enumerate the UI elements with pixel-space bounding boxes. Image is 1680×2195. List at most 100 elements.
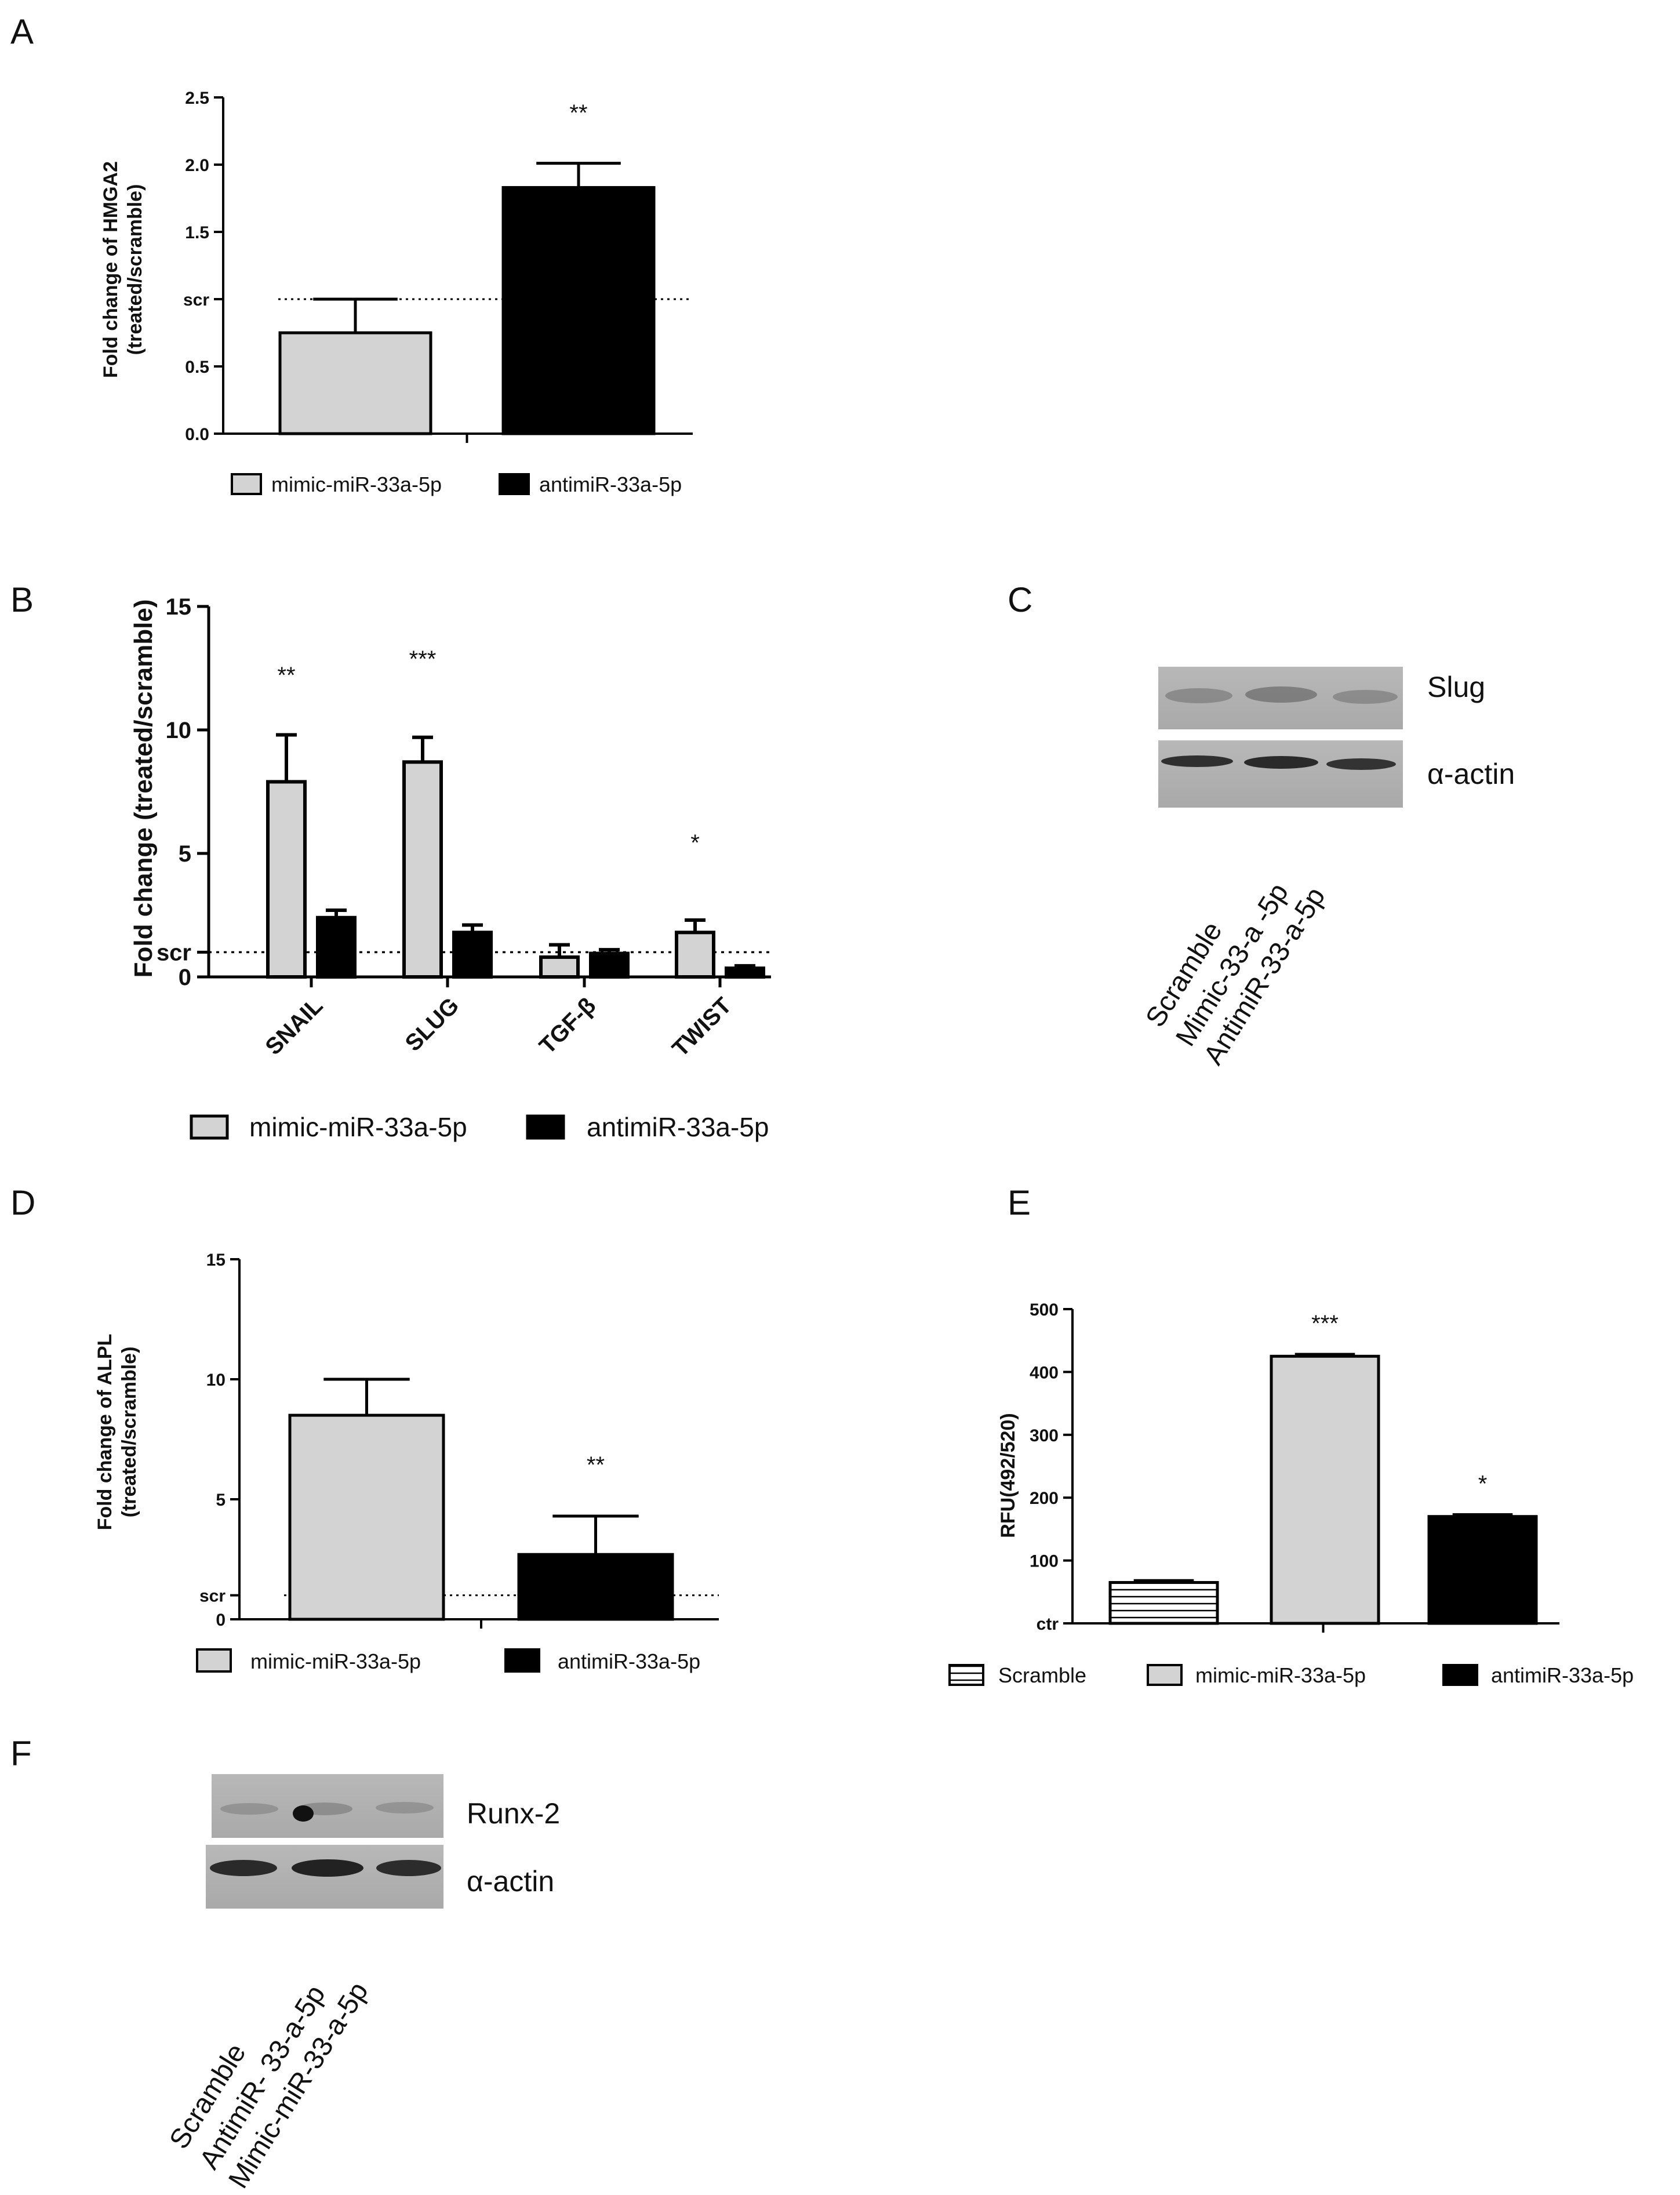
- significance-marker: ***: [409, 646, 437, 672]
- category-label: TWIST: [667, 993, 736, 1062]
- significance-marker: *: [690, 830, 700, 856]
- chart-d-legend-swatch-mimic: [196, 1648, 232, 1673]
- chart-a-legend-swatch-anti: [499, 473, 530, 495]
- y-tick-label: 2.0: [185, 156, 209, 175]
- chart-e: **** ctr 100 200 300 400 500 RFU(492/520) Scr…: [948, 1300, 1634, 1687]
- chart-e-ticks: ctr 100 200 300 400 500: [1030, 1300, 1072, 1634]
- y-tick-label: 5: [179, 841, 191, 867]
- panel-label-a: A: [10, 12, 34, 51]
- blot-c-row-slug: Slug: [1427, 671, 1485, 703]
- chart-e-legend-anti: antimiR-33a-5p: [1491, 1663, 1634, 1687]
- chart-a: ** 0.0 0.5 scr 1.5 2.0 2.5 Fold change of HMG…: [100, 89, 693, 496]
- y-tick-label: 10: [166, 718, 192, 743]
- bar-antimiR-33a-5p-TGF-β: [589, 951, 630, 979]
- y-tick-label: scr: [199, 1587, 226, 1606]
- y-tick-label: 0.5: [185, 358, 209, 377]
- blot-c-actin-band-1: [1161, 755, 1233, 767]
- chart-b-ylabel: Fold change (treated/scramble): [129, 599, 158, 978]
- blot-f-actin-band-1: [210, 1860, 277, 1876]
- y-tick-label: scr: [183, 290, 209, 310]
- y-tick-label: 0.0: [185, 425, 209, 444]
- chart-b-legend-mimic: mimic-miR-33a-5p: [249, 1112, 467, 1142]
- chart-e-legend-mimic: mimic-miR-33a-5p: [1195, 1663, 1366, 1687]
- y-tick-label: 15: [206, 1251, 226, 1270]
- chart-d-legend-anti: antimiR-33a-5p: [558, 1649, 700, 1673]
- blot-f-actin-membrane: [206, 1845, 443, 1909]
- chart-b-categories: SNAIL ** SLUG *** TGF-β TWIST *: [260, 646, 736, 1062]
- y-tick-label: 300: [1030, 1426, 1059, 1445]
- chart-e-ylabel: RFU(492/520): [997, 1413, 1019, 1538]
- blot-f-row-runx2: Runx-2: [467, 1797, 560, 1830]
- blot-f: Runx-2 α-actin Scramble AntimiR- 33-a-5p…: [163, 1774, 560, 2194]
- bar-mimic-miR-33a-5p: [278, 331, 432, 435]
- bar-antimiR-33a-5p: [501, 186, 656, 435]
- chart-d-legend: mimic-miR-33a-5p antimiR-33a-5p: [196, 1648, 700, 1673]
- chart-b-bars: [266, 733, 765, 979]
- bar-Scramble: [1108, 1581, 1219, 1625]
- y-tick-label: scr: [157, 940, 191, 965]
- chart-d-bars: **: [288, 1378, 674, 1621]
- chart-e-legend-swatch-scramble: [948, 1664, 984, 1686]
- chart-a-ylabel-2: (treated/scramble): [124, 184, 146, 355]
- significance-marker: **: [277, 663, 295, 688]
- y-tick-label: 200: [1030, 1489, 1059, 1508]
- chart-b-legend-swatch-mimic: [190, 1114, 229, 1140]
- chart-d: ** 0 scr 5 10 15 Fold change of ALPL (treate…: [94, 1251, 719, 1673]
- y-tick-label: 400: [1030, 1363, 1059, 1382]
- blot-c-slug-band-1: [1165, 688, 1232, 703]
- chart-a-legend: mimic-miR-33a-5p antimiR-33a-5p: [231, 473, 682, 496]
- category-label: TGF-β: [534, 993, 601, 1059]
- chart-a-legend-anti: antimiR-33a-5p: [539, 473, 682, 496]
- panel-label-e: E: [1008, 1183, 1031, 1222]
- chart-e-bars: ****: [1108, 1311, 1538, 1625]
- y-tick-label: 2.5: [185, 89, 209, 108]
- chart-a-ticks: 0.0 0.5 scr 1.5 2.0 2.5: [183, 89, 223, 444]
- bar-mimic-miR-33a-5p: [1270, 1354, 1380, 1625]
- y-tick-label: 100: [1030, 1552, 1059, 1571]
- panel-label-d: D: [10, 1183, 35, 1222]
- blot-f-runx2-band-3: [376, 1802, 434, 1814]
- chart-a-ylabel-1: Fold change of HMGA2: [100, 161, 122, 378]
- blot-c: Slug α-actin Scramble Mimic-33-a -5p Ant…: [1140, 667, 1515, 1070]
- chart-b-legend: mimic-miR-33a-5p antimiR-33a-5p: [190, 1112, 769, 1142]
- chart-d-ylabel-1: Fold change of ALPL: [94, 1334, 116, 1531]
- bar-mimic-miR-33a-5p-SNAIL: [266, 780, 307, 979]
- chart-d-legend-mimic: mimic-miR-33a-5p: [250, 1649, 421, 1673]
- blot-c-row-actin: α-actin: [1427, 758, 1515, 790]
- blot-f-actin-band-2: [292, 1859, 363, 1877]
- blot-f-runx2-band-1: [220, 1803, 278, 1815]
- bar-mimic-miR-33a-5p-TWIST: [675, 931, 715, 979]
- chart-d-legend-swatch-anti: [504, 1648, 540, 1673]
- blot-f-actin-band-3: [376, 1860, 441, 1876]
- blot-c-slug-band-2: [1245, 686, 1317, 703]
- category-label: SLUG: [401, 993, 464, 1056]
- chart-e-legend-scramble: Scramble: [998, 1663, 1086, 1687]
- blot-c-slug-band-3: [1333, 690, 1398, 704]
- blot-c-actin-band-2: [1244, 756, 1318, 769]
- chart-e-legend-swatch-mimic: [1147, 1664, 1183, 1686]
- significance-marker: *: [1478, 1471, 1488, 1496]
- y-tick-label: 10: [206, 1371, 226, 1390]
- significance-marker: **: [587, 1452, 605, 1478]
- y-tick-label: 5: [216, 1491, 226, 1510]
- bar-antimiR-33a-5p-SLUG: [452, 931, 493, 979]
- panel-label-c: C: [1008, 580, 1032, 619]
- panel-label-b: B: [10, 580, 34, 619]
- chart-b-legend-swatch-anti: [526, 1114, 565, 1140]
- y-tick-label: ctr: [1037, 1615, 1059, 1634]
- chart-d-ylabel-2: (treated/scramble): [118, 1347, 140, 1518]
- chart-a-bars: **: [278, 100, 656, 435]
- significance-marker: **: [569, 100, 587, 126]
- y-tick-label: 500: [1030, 1300, 1059, 1320]
- blot-f-runx2-spot: [293, 1805, 314, 1822]
- y-tick-label: 0: [179, 965, 191, 990]
- chart-d-ticks: 0 scr 5 10 15: [199, 1251, 239, 1630]
- bar-antimiR-33a-5p: [1427, 1515, 1538, 1625]
- chart-e-legend: Scramble mimic-miR-33a-5p antimiR-33a-5p: [948, 1663, 1634, 1687]
- category-label: SNAIL: [260, 993, 328, 1060]
- panel-label-f: F: [10, 1734, 32, 1773]
- bar-mimic-miR-33a-5p-TGF-β: [539, 955, 580, 979]
- y-tick-label: 1.5: [185, 223, 209, 242]
